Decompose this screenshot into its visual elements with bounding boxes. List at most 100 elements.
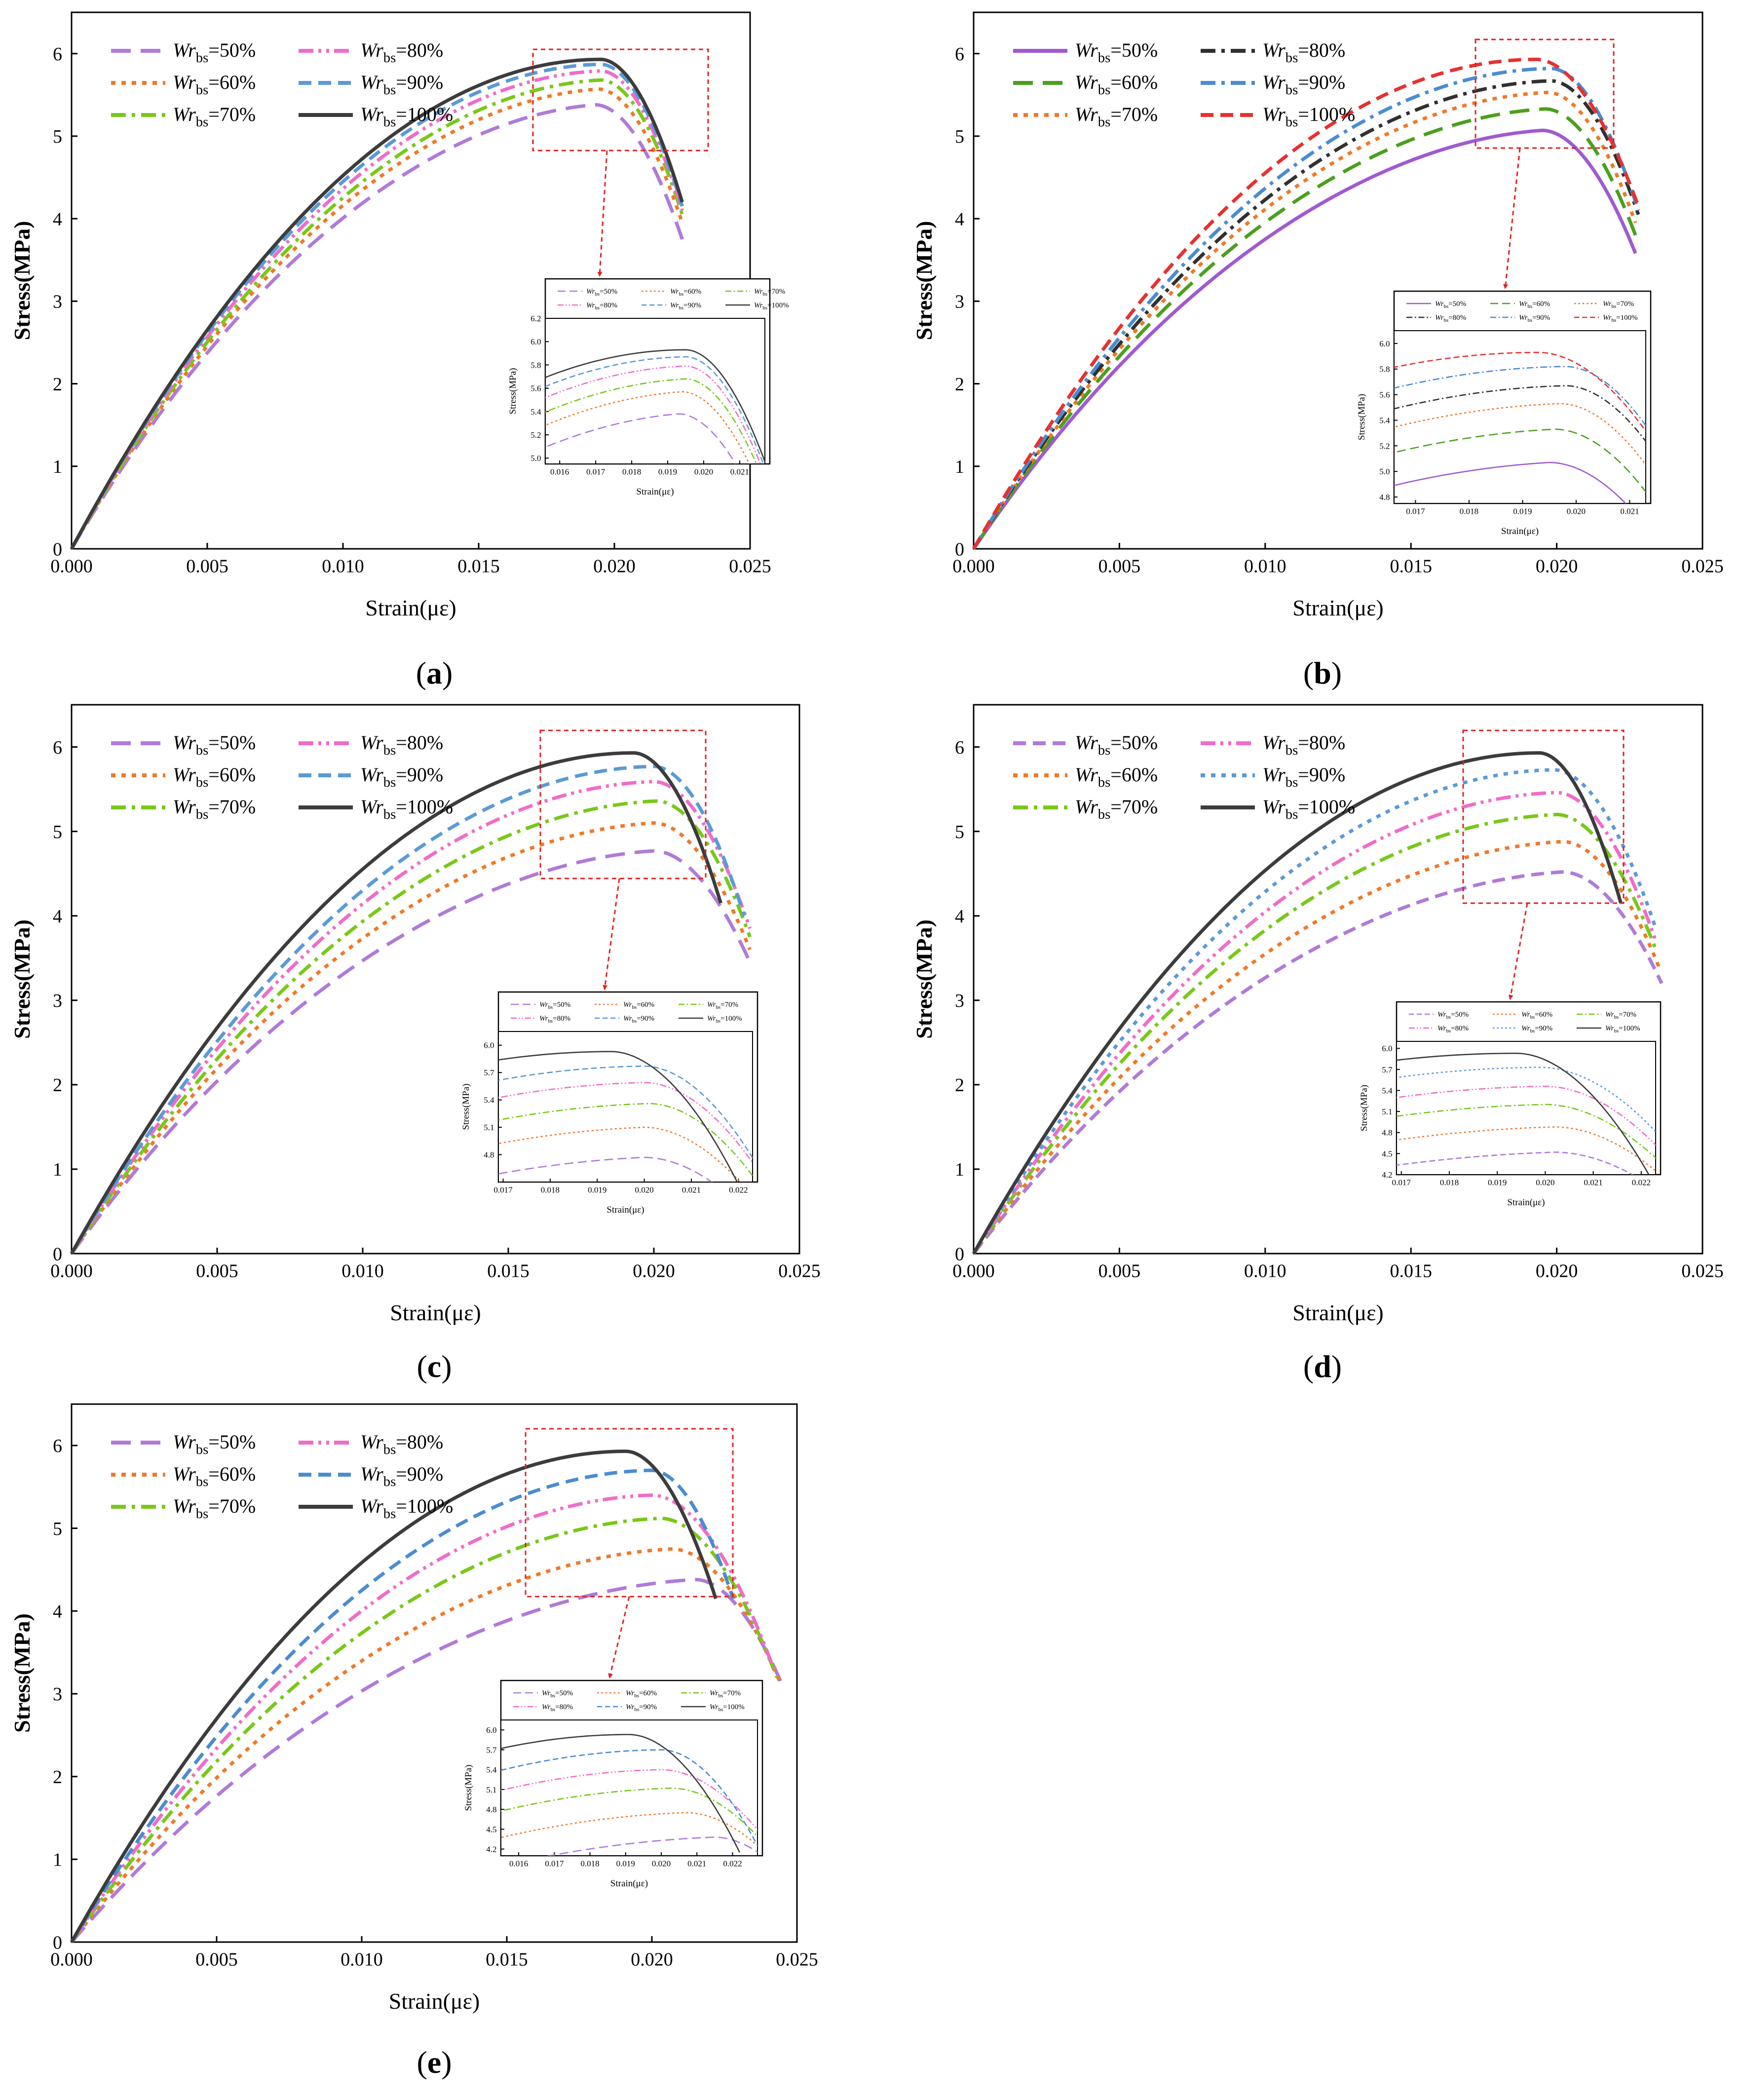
inset-x-tick-label: 0.021 — [687, 1859, 706, 1868]
y-axis-label: Stress(MPa) — [911, 919, 937, 1039]
x-tick-label: 0.005 — [186, 556, 228, 577]
series-line-60 — [70, 1547, 781, 1944]
x-tick-label: 0.025 — [729, 556, 771, 577]
legend-label: Wrbs=50% — [1435, 300, 1466, 309]
zoom-arrow — [597, 150, 608, 277]
y-tick-label: 3 — [53, 292, 62, 312]
inset-y-tick-label: 5.8 — [530, 360, 541, 370]
x-tick-label: 0.005 — [196, 1261, 238, 1282]
series-line-100 — [70, 57, 684, 550]
inset-x-tick-label: 0.017 — [1392, 1178, 1411, 1187]
inset-curves — [1394, 351, 1646, 503]
inset-y-tick-label: 4.8 — [486, 1805, 496, 1814]
x-axis-label: Strain(με) — [390, 1300, 481, 1325]
inset-y-tick-label: 6.0 — [486, 1725, 496, 1735]
inset-y-tick-label: 5.8 — [1379, 365, 1390, 374]
series-line-60 — [972, 840, 1661, 1255]
inset-series-line-100 — [545, 349, 765, 464]
legend-label: Wrbs=70% — [1603, 300, 1634, 309]
y-tick-label: 2 — [53, 1767, 62, 1788]
series-line-90 — [70, 764, 746, 1255]
inset-x-tick-label: 0.022 — [729, 1185, 748, 1194]
y-tick-label: 4 — [53, 1602, 62, 1622]
inset-x-tick-label: 0.020 — [652, 1859, 671, 1868]
inset-y-axis-label: Stress(MPa) — [1359, 1085, 1369, 1131]
inset-x-tick-label: 0.022 — [723, 1859, 742, 1868]
zoom-region-box — [1462, 729, 1625, 904]
inset-series-line-90 — [498, 1065, 753, 1159]
x-tick-label: 0.005 — [1098, 556, 1141, 577]
inset-y-tick-label: 5.7 — [486, 1745, 497, 1755]
zoom-region-box — [1475, 38, 1615, 149]
inset-x-tick-label: 0.021 — [682, 1185, 701, 1194]
inset-legend: Wrbs=50% Wrbs=60% Wrbs=70% Wrbs=80% Wrbs=90%… — [1409, 1011, 1640, 1034]
inset-x-tick-label: 0.019 — [1488, 1178, 1507, 1187]
y-tick-label: 3 — [955, 292, 964, 312]
legend-label: Wrbs=100% — [1603, 314, 1638, 323]
zoom-region-box — [539, 729, 707, 879]
legend-label: Wrbs=80% — [1435, 314, 1466, 323]
inset-curves — [1397, 1052, 1656, 1175]
legend-label: Wrbs=70% — [707, 1001, 738, 1010]
inset-plot-frame — [500, 1719, 758, 1856]
inset-series-line-50 — [547, 1836, 757, 1856]
y-tick-label: 1 — [955, 457, 964, 477]
y-tick-label: 1 — [53, 1159, 62, 1180]
legend: Wrbs=50% Wrbs=80% Wrbs=60% Wrbs=90% Wrbs=70%… — [111, 39, 453, 130]
y-tick-label: 5 — [53, 126, 62, 147]
inset-x-tick-label: 0.017 — [586, 467, 605, 476]
inset-x-tick-label: 0.019 — [1513, 506, 1532, 516]
y-tick-label: 6 — [955, 737, 964, 758]
x-tick-label: 0.000 — [50, 1261, 93, 1282]
inset-y-tick-label: 5.7 — [484, 1068, 494, 1077]
inset-y-tick-label: 5.1 — [484, 1123, 494, 1132]
inset-x-tick-label: 0.018 — [580, 1859, 599, 1868]
inset-y-axis-label: Stress(MPa) — [461, 1084, 471, 1130]
legend-label: Wrbs=60% — [173, 71, 256, 98]
inset-y-tick-label: 6.0 — [484, 1041, 494, 1050]
inset-x-tick-label: 0.018 — [622, 467, 641, 476]
y-tick-label: 5 — [955, 822, 964, 842]
panel-label: (b) — [1303, 655, 1342, 690]
plot-frame — [973, 11, 1703, 550]
inset-series-line-80 — [545, 365, 761, 464]
inset-series-line-90 — [545, 356, 764, 464]
y-tick-label: 3 — [53, 1684, 62, 1705]
x-axis-label: Strain(με) — [365, 595, 456, 620]
panel-a: 0.000 0.005 0.010 0.015 0.020 0.025 0 1 2 3 4 5 6 Str… — [9, 11, 789, 690]
x-tick-label: 0.000 — [952, 556, 995, 577]
series-line-50 — [70, 849, 752, 1255]
panel-label: (c) — [416, 1349, 452, 1384]
series-line-50 — [70, 103, 684, 550]
series-line-80 — [70, 1493, 776, 1943]
legend-label: Wrbs=60% — [1519, 300, 1550, 309]
inset-y-tick-label: 5.0 — [530, 454, 541, 463]
y-tick-label: 6 — [53, 44, 62, 65]
x-tick-label: 0.015 — [487, 1261, 530, 1282]
inset-series-line-80 — [1394, 385, 1646, 443]
panel-c: 0.000 0.005 0.010 0.015 0.020 0.025 0 1 2 3 4 5 6 Str… — [9, 704, 821, 1384]
inset-curves — [501, 1734, 757, 1856]
inset-y-tick-label: 6.2 — [530, 314, 541, 323]
y-tick-label: 4 — [53, 906, 62, 927]
inset-x-tick-label: 0.018 — [1460, 506, 1478, 516]
inset-series-line-90 — [1394, 366, 1646, 427]
legend-label: Wrbs=100% — [707, 1015, 742, 1024]
legend-label: Wrbs=70% — [1075, 796, 1158, 822]
series-line-100 — [972, 57, 1640, 550]
x-tick-label: 0.020 — [631, 1949, 673, 1970]
inset-y-tick-label: 5.4 — [1382, 1086, 1393, 1095]
inset-x-tick-label: 0.021 — [1620, 506, 1639, 516]
legend-label: Wrbs=70% — [173, 1495, 256, 1522]
y-axis-label: Stress(MPa) — [911, 221, 937, 341]
inset-legend: Wrbs=50% Wrbs=60% Wrbs=70% Wrbs=80% Wrbs=90%… — [1406, 300, 1638, 323]
inset-series-line-50 — [498, 1156, 713, 1182]
inset-x-tick-label: 0.018 — [1440, 1178, 1459, 1187]
inset-y-tick-label: 5.1 — [486, 1785, 496, 1795]
inset-plot-frame — [498, 1031, 753, 1183]
y-tick-label: 0 — [955, 539, 964, 560]
y-tick-label: 5 — [53, 1519, 62, 1539]
legend-label: Wrbs=90% — [360, 1463, 443, 1489]
y-tick-label: 1 — [955, 1159, 964, 1180]
legend-label: Wrbs=60% — [623, 1001, 654, 1010]
